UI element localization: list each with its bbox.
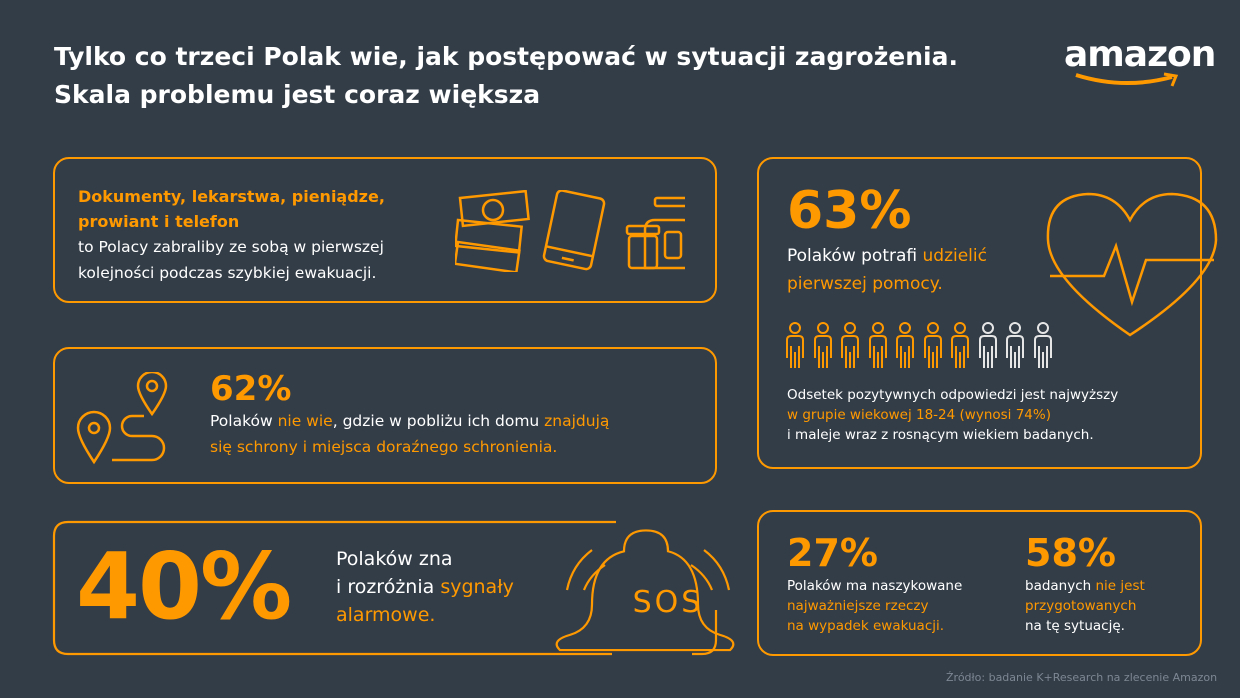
amazon-smile-icon [1075,72,1179,87]
t: Polaków [210,412,278,430]
alarms-percent: 40% [76,533,292,640]
person-icon [923,322,942,368]
person-icon [896,322,914,368]
t: przygotowanych [1025,598,1137,614]
items-text: Dokumenty, lekarstwa, pieniądze, prowian… [78,184,385,286]
t: Odsetek pozytywnych odpowiedzi jest najw… [787,387,1119,403]
first-aid-box [757,157,1202,469]
amazon-logo: amazon [1064,34,1216,87]
shelters-percent: 62% [210,369,292,409]
t: Polaków ma naszykowane [787,578,963,594]
alarms-box: SOS [52,520,735,656]
title-line-2: Skala problemu jest coraz większa [54,80,541,109]
t: się schrony i miejsca doraźnego schronie… [210,438,558,456]
evac-a-percent: 27% [787,531,878,575]
t: nie wie [277,412,333,430]
t: i maleje wraz z rosnącym wiekiem badanyc… [787,427,1094,443]
alarms-text: Polaków zna i rozróżnia sygnały alarmowe… [336,545,514,629]
t: na wypadek ewakuacji. [787,618,945,634]
items-highlight-2: prowiant i telefon [78,212,240,231]
evac-unprepared: 58% badanych nie jest przygotowanych na … [1025,530,1145,636]
items-highlight-1: Dokumenty, lekarstwa, pieniądze, [78,187,385,206]
person-icon [1033,322,1052,368]
t: i rozróżnia [336,576,441,598]
sos-label: SOS [633,585,704,620]
person-icon [951,322,969,368]
t: sygnały [440,576,514,598]
evacuation-box [757,510,1202,656]
people-row [785,322,1053,368]
jars-icon [625,196,685,270]
source-note: Źródło: badanie K+Research na zlecenie A… [946,671,1218,684]
items-text-1: to Polacy zabraliby ze sobą w pierwszej [78,238,384,256]
t: w grupie wiekowej 18-24 (wynosi 74%) [787,407,1051,423]
person-icon [786,322,804,368]
t: nie jest [1095,578,1145,594]
t: , gdzie w pobliżu ich domu [332,412,545,430]
phone-icon [542,190,606,271]
evac-prepared: 27% Polaków ma naszykowane najważniejsze… [787,530,962,636]
t: znajdują [544,412,610,430]
t: alarmowe. [336,604,436,626]
t: najważniejsze rzeczy [787,598,929,614]
t: na tę sytuację. [1025,618,1125,634]
person-icon [868,322,887,368]
page-title: Tylko co trzeci Polak wie, jak postępowa… [54,38,958,114]
t: Polaków potrafi [787,246,923,266]
person-icon [978,322,997,368]
logo-text: amazon [1064,34,1216,75]
heart-pulse-icon [1046,192,1218,337]
evacuation-items-icons [455,190,685,272]
t: badanych [1025,578,1096,594]
person-icon [841,322,859,368]
evac-b-percent: 58% [1025,531,1116,575]
bell-icon [555,529,735,652]
person-icon [813,322,832,368]
items-box [53,157,717,303]
shelters-text: 62% Polaków nie wie, gdzie w pobliżu ich… [210,370,609,460]
map-route-icon [76,372,168,465]
items-text-2: kolejności podczas szybkiej ewakuacji. [78,264,377,282]
first-aid-text: 63% Polaków potrafi udzielić pierwszej p… [787,180,987,298]
first-aid-note: Odsetek pozytywnych odpowiedzi jest najw… [787,385,1118,445]
title-line-1: Tylko co trzeci Polak wie, jak postępowa… [54,42,958,71]
shelters-box [53,347,717,484]
first-aid-percent: 63% [787,181,912,241]
t: Polaków zna [336,548,453,570]
money-icon [455,190,530,272]
t: udzielić [922,246,987,266]
person-icon [1006,322,1024,368]
t: pierwszej pomocy. [787,274,943,294]
